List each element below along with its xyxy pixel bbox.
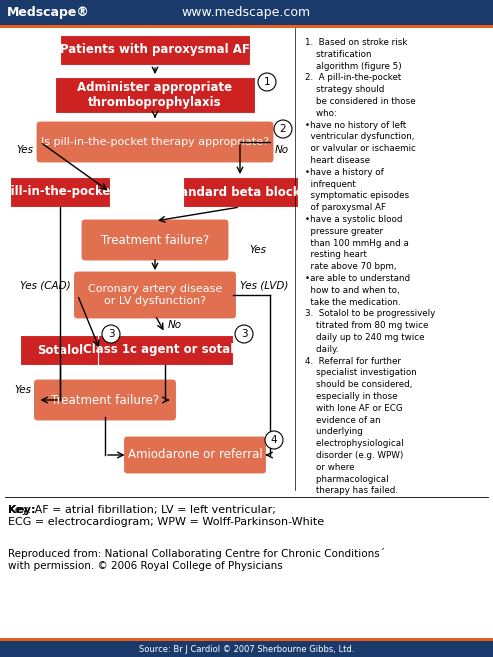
Text: www.medscape.com: www.medscape.com <box>182 6 311 19</box>
Circle shape <box>265 431 283 449</box>
FancyBboxPatch shape <box>124 436 267 474</box>
FancyBboxPatch shape <box>36 121 274 163</box>
Text: Key: AF = atrial fibrillation; LV = left ventricular;
ECG = electrocardiogram; W: Key: AF = atrial fibrillation; LV = left… <box>8 505 324 527</box>
FancyBboxPatch shape <box>182 177 297 207</box>
Text: 3: 3 <box>107 329 114 339</box>
FancyBboxPatch shape <box>73 271 237 319</box>
Text: Treatment failure?: Treatment failure? <box>51 394 159 407</box>
Text: Yes (CAD): Yes (CAD) <box>20 280 71 290</box>
Text: 1.  Based on stroke risk
    stratification
    algorithm (figure 5)
2.  A pill-: 1. Based on stroke risk stratification a… <box>305 38 435 495</box>
Text: Key:: Key: <box>8 505 35 515</box>
Text: Standard beta blocker: Standard beta blocker <box>166 185 314 198</box>
Bar <box>0 638 493 641</box>
Text: Yes: Yes <box>14 385 31 395</box>
Text: Sotalol: Sotalol <box>37 344 83 357</box>
Text: Medscape®: Medscape® <box>7 6 90 19</box>
Text: No: No <box>275 145 289 155</box>
Text: Yes: Yes <box>16 145 34 155</box>
Text: Class 1c agent or sotalol: Class 1c agent or sotalol <box>83 344 246 357</box>
Circle shape <box>102 325 120 343</box>
Text: 2: 2 <box>280 124 286 134</box>
FancyBboxPatch shape <box>10 177 110 207</box>
Text: 3: 3 <box>241 329 247 339</box>
Text: Source: Br J Cardiol © 2007 Sherbourne Gibbs, Ltd.: Source: Br J Cardiol © 2007 Sherbourne G… <box>139 645 354 654</box>
Text: Patients with paroxysmal AF: Patients with paroxysmal AF <box>60 43 250 57</box>
Text: No: No <box>168 320 182 330</box>
Bar <box>0 25 493 28</box>
Circle shape <box>258 73 276 91</box>
Text: Treatment failure?: Treatment failure? <box>101 233 209 246</box>
Bar <box>0 0 493 25</box>
Bar <box>0 641 493 657</box>
FancyBboxPatch shape <box>81 219 229 261</box>
Text: 4: 4 <box>271 435 277 445</box>
Text: Pill-in-the-pocket: Pill-in-the-pocket <box>3 185 117 198</box>
Text: 1: 1 <box>264 77 270 87</box>
Circle shape <box>274 120 292 138</box>
FancyBboxPatch shape <box>60 35 250 65</box>
Circle shape <box>235 325 253 343</box>
Text: Administer appropriate
thromboprophylaxis: Administer appropriate thromboprophylaxi… <box>77 81 233 109</box>
Text: Reproduced from: National Collaborating Centre for Chronic Conditions´
with perm: Reproduced from: National Collaborating … <box>8 548 385 570</box>
Text: Yes (LVD): Yes (LVD) <box>240 280 289 290</box>
Text: Yes: Yes <box>249 245 266 255</box>
FancyBboxPatch shape <box>20 335 100 365</box>
FancyBboxPatch shape <box>98 335 233 365</box>
Text: Coronary artery disease
or LV dysfunction?: Coronary artery disease or LV dysfunctio… <box>88 284 222 306</box>
Text: Amiodarone or referral: Amiodarone or referral <box>128 449 262 461</box>
FancyBboxPatch shape <box>55 77 255 113</box>
Text: Is pill-in-the-pocket therapy appropriate?: Is pill-in-the-pocket therapy appropriat… <box>41 137 269 147</box>
FancyBboxPatch shape <box>34 379 176 421</box>
